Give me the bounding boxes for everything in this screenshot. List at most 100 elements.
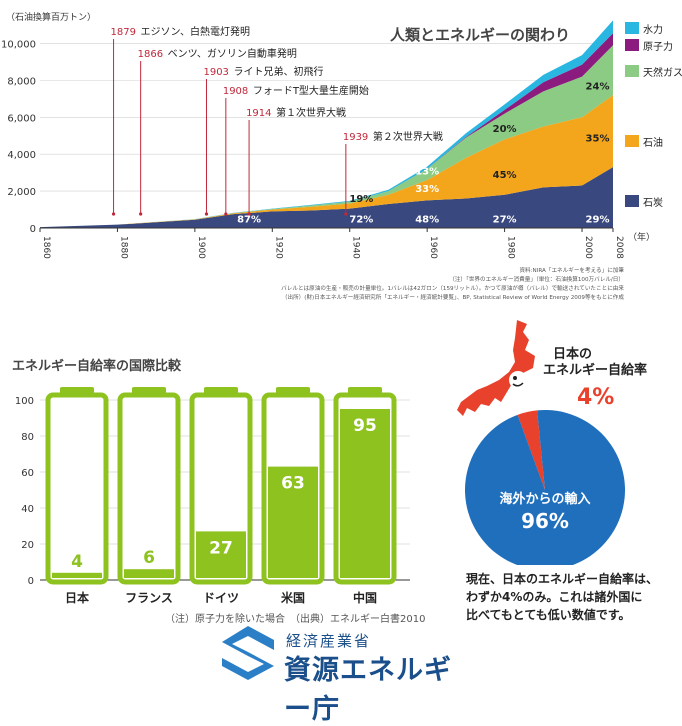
event-year: 1903 xyxy=(203,67,228,78)
description-line: 現在、日本のエネルギー自給率は、 xyxy=(466,572,659,586)
event-label: 第１次世界大戦 xyxy=(276,106,346,119)
japan-self-sufficiency-pie: 日本の エネルギー自給率 4% 海外からの輸入 96% xyxy=(457,320,647,565)
y-tick-label: 8,000 xyxy=(7,76,36,87)
legend-swatch xyxy=(625,39,639,51)
axes: 0 2,000 4,000 6,000 8,000 10,000 1860 1880 1900 1… xyxy=(1,39,624,259)
area-石油 xyxy=(40,95,613,228)
event-year: 1908 xyxy=(223,86,248,97)
event-dot xyxy=(224,212,228,216)
import-label: 海外からの輸入 xyxy=(499,491,590,507)
share-label: 72% xyxy=(349,214,373,225)
battery: 6 フランス xyxy=(117,387,181,605)
legend-swatch xyxy=(625,195,639,207)
chart-title: 人類とエネルギーの関わり xyxy=(390,26,570,44)
battery-value: 4 xyxy=(71,552,83,572)
battery: 27 ドイツ xyxy=(189,387,253,605)
battery-value: 63 xyxy=(281,474,305,494)
area-石炭 xyxy=(40,167,613,228)
y-axis-unit: （石油換算百万トン） xyxy=(6,11,96,23)
battery: 63 米国 xyxy=(261,387,325,605)
y-tick-label: 10,000 xyxy=(1,39,36,50)
share-label: 27% xyxy=(493,214,517,225)
battery-body xyxy=(117,392,181,585)
x-tick-label: 1960 xyxy=(428,236,438,259)
self-sufficiency-battery-chart: エネルギー自給率の国際比較 0 20 40 60 80 100 4 日本 6 フランス 27 ドイツ… xyxy=(12,358,425,625)
battery-category: フランス xyxy=(125,591,173,605)
battery-fill xyxy=(196,531,246,578)
source-line: （注）「世界のエネルギー消費量」（単位：石油換算100万バレル/日） xyxy=(449,275,624,283)
event-label: ベンツ、ガソリン自動車発明 xyxy=(168,47,297,60)
x-axis-unit: （年） xyxy=(628,231,655,243)
share-label: 48% xyxy=(415,214,439,225)
battery-fill xyxy=(268,466,318,578)
battery-value: 6 xyxy=(143,548,155,568)
x-tick-label: 1900 xyxy=(196,236,206,259)
event-annotations: 1879 エジソン、白熱電灯発明 1866 ベンツ、ガソリン自動車発明 1903 ライト兄… xyxy=(111,25,443,216)
x-tick-label: 1980 xyxy=(506,236,516,259)
legend: 石炭 石油 天然ガス 原子力 水力 xyxy=(625,22,682,209)
legend-swatch xyxy=(625,135,639,147)
x-tick-label: 1940 xyxy=(351,236,361,259)
agency-logo: 経済産業省 資源エネルギー庁 xyxy=(222,626,462,725)
event-dot xyxy=(204,212,209,216)
description-line: 比べてもとても低い数値です。 xyxy=(466,608,631,622)
pie-slices xyxy=(465,410,626,565)
x-tick-label: 1860 xyxy=(41,236,51,259)
event-year: 1939 xyxy=(343,132,368,143)
event-label: エジソン、白熱電灯発明 xyxy=(141,25,250,38)
legend-label: 原子力 xyxy=(643,40,673,53)
source-notes: 資料:NIRA「エネルギーを考える」に加筆（注）「世界のエネルギー消費量」（単位… xyxy=(281,266,624,300)
y-tick-label: 6,000 xyxy=(7,113,36,124)
battery: 4 日本 xyxy=(45,387,109,605)
y-tick-label: 40 xyxy=(21,504,34,515)
legend-label: 石炭 xyxy=(643,197,663,209)
description-line: わずか4%のみ。これは諸外国に xyxy=(466,590,643,604)
battery-value: 27 xyxy=(209,538,233,558)
y-tick-label: 80 xyxy=(21,432,34,443)
share-label: 19% xyxy=(349,194,373,205)
japan-share-value: 4% xyxy=(577,385,614,410)
pie-slice xyxy=(465,410,626,565)
share-label: 13% xyxy=(415,166,439,177)
import-share-value: 96% xyxy=(521,509,569,533)
legend-swatch xyxy=(625,65,639,77)
pie-title-line1: 日本の xyxy=(553,346,592,362)
battery-chart-title: エネルギー自給率の国際比較 xyxy=(12,358,182,374)
event-dot xyxy=(344,212,348,216)
x-tick-label: 1920 xyxy=(273,236,283,259)
battery-category: 米国 xyxy=(281,590,305,605)
battery-fill xyxy=(124,569,174,578)
y-tick-label: 60 xyxy=(21,468,34,479)
description-text: 現在、日本のエネルギー自給率は、 わずか4%のみ。これは諸外国に 比べてもとても… xyxy=(466,570,681,624)
event-dot xyxy=(111,212,116,216)
area-天然ガス xyxy=(40,45,613,228)
y-tick-label: 100 xyxy=(15,396,34,407)
japan-map-icon xyxy=(457,320,535,416)
event-label: 第２次世界大戦 xyxy=(373,130,443,143)
event-year: 1914 xyxy=(246,108,271,119)
event-label: フォードT型大量生産開始 xyxy=(253,84,369,97)
battery-note: （注）原子力を除いた場合 （出典）エネルギー白書2010 xyxy=(165,612,425,625)
legend-label: 水力 xyxy=(643,23,663,36)
ministry-name: 経済産業省 xyxy=(286,632,372,650)
legend-label: 天然ガス xyxy=(643,66,682,79)
y-tick-label: 4,000 xyxy=(7,150,36,161)
event-year: 1879 xyxy=(111,27,136,38)
legend-label: 石油 xyxy=(643,136,663,149)
y-tick-label: 20 xyxy=(21,540,34,551)
energy-history-chart: 1879 エジソン、白熱電灯発明 1866 ベンツ、ガソリン自動車発明 1903 ライト兄… xyxy=(1,11,682,300)
pie-slice xyxy=(517,410,545,490)
battery-category: 中国 xyxy=(353,590,377,605)
x-tick-label: 1880 xyxy=(118,236,128,259)
share-label: 35% xyxy=(586,133,610,144)
event-label: ライト兄弟、初飛行 xyxy=(233,65,323,78)
y-tick-label: 0 xyxy=(28,576,34,587)
battery-body xyxy=(45,392,109,585)
y-tick-label: 2,000 xyxy=(7,187,36,198)
share-label: 20% xyxy=(493,124,517,135)
source-line: （出所）(財)日本エネルギー経済研究所「エネルギー・経済統計要覧」、BP, St… xyxy=(282,293,625,300)
battery-fill xyxy=(340,409,390,578)
share-labels: 87% 72% 19% 48% 33% 13% 27% 45% 20% 29% 35% 24% xyxy=(237,82,609,226)
battery-category: 日本 xyxy=(65,590,89,605)
share-label: 24% xyxy=(586,82,610,93)
